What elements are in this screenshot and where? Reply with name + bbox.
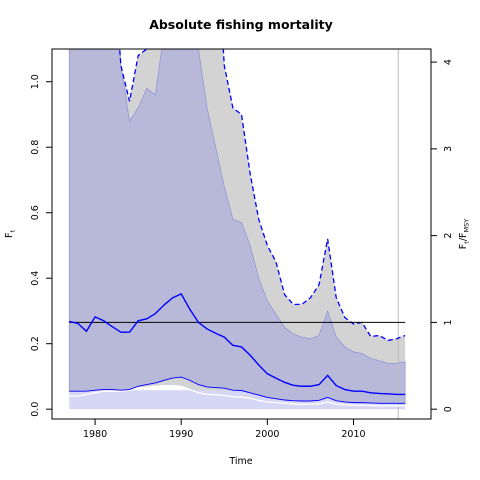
y-axis-left-label: Ft (4, 230, 17, 238)
y-right-tick-label: 1 (443, 319, 454, 325)
y-left-tick-label: 0.8 (30, 140, 41, 155)
x-tick-label: 1980 (83, 429, 107, 440)
y-right-tick-label: 3 (443, 146, 454, 152)
y-axis-left: 0.0 0.2 0.4 0.6 0.8 1.0 (30, 74, 52, 417)
y-right-label-sub2: MSY (463, 219, 471, 233)
ci-lower-relative-line (69, 384, 406, 407)
x-tick-label: 1990 (169, 429, 193, 440)
y-right-label-mid: /F (458, 233, 469, 242)
y-left-label-main: F (4, 233, 15, 238)
y-left-tick-label: 0.2 (30, 336, 41, 351)
y-axis-right-label: Ft/FMSY (458, 219, 471, 249)
chart-title: Absolute fishing mortality (149, 17, 333, 32)
x-axis-label: Time (228, 456, 252, 467)
x-tick-label: 2000 (255, 429, 279, 440)
y-axis-right: 0 1 2 3 4 (431, 59, 454, 412)
ci-upper-relative-line (119, 49, 406, 342)
estimate-line (69, 293, 406, 396)
plot-area (68, 49, 406, 419)
x-tick-label: 2010 (341, 429, 365, 440)
y-left-tick-label: 0.0 (30, 402, 41, 417)
ci-lower-absolute-line (69, 376, 406, 404)
y-left-tick-label: 0.4 (30, 271, 41, 286)
y-right-tick-label: 0 (443, 406, 454, 412)
y-right-label-sub1: t (463, 241, 471, 244)
y-left-tick-label: 0.6 (30, 205, 41, 220)
x-axis: 1980 1990 2000 2010 (83, 418, 366, 440)
y-left-label-sub: t (9, 230, 17, 233)
y-right-tick-label: 4 (443, 59, 454, 65)
y-right-tick-label: 2 (443, 233, 454, 239)
y-left-tick-label: 1.0 (30, 74, 41, 89)
y-right-label-main: F (458, 244, 469, 249)
